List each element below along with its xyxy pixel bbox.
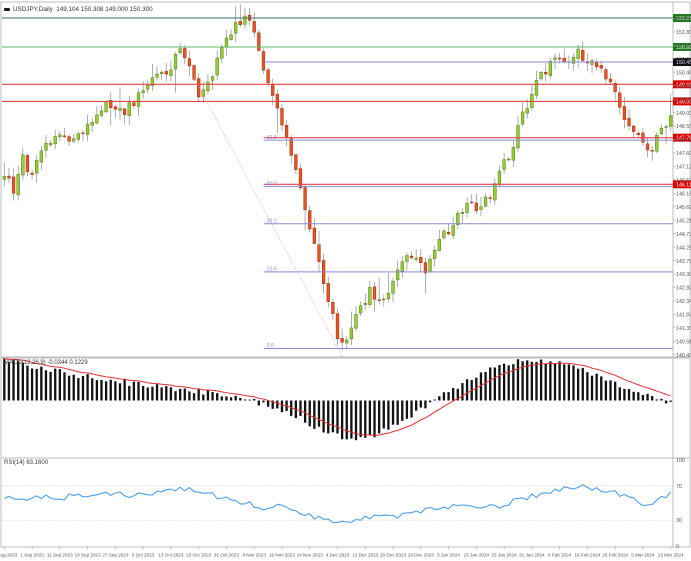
svg-text:13 Oct 2023: 13 Oct 2023 <box>158 553 183 558</box>
svg-text:31 Oct 2023: 31 Oct 2023 <box>214 553 239 558</box>
svg-text:30: 30 <box>676 518 682 524</box>
svg-text:MACD(12,26,9) -0.0344 0.1229: MACD(12,26,9) -0.0344 0.1229 <box>4 360 88 366</box>
svg-text:24 Nov 2023: 24 Nov 2023 <box>297 553 323 558</box>
svg-text:23.6: 23.6 <box>267 267 277 273</box>
svg-text:8 Nov 2023: 8 Nov 2023 <box>242 553 266 558</box>
svg-text:141.870: 141.870 <box>676 313 691 319</box>
svg-text:143.780: 143.780 <box>676 259 691 265</box>
svg-text:144.258: 144.258 <box>676 245 691 251</box>
svg-text:4 Dec 2023: 4 Dec 2023 <box>326 553 350 558</box>
svg-text:16 Feb 2024: 16 Feb 2024 <box>574 553 600 558</box>
svg-text:23 Jan 2024: 23 Jan 2024 <box>491 553 517 558</box>
svg-text:148.555: 148.555 <box>676 124 691 130</box>
svg-text:5 Oct 2023: 5 Oct 2023 <box>132 553 155 558</box>
svg-text:149.033: 149.033 <box>676 111 691 117</box>
svg-text:148.078: 148.078 <box>676 138 691 144</box>
svg-text:5 Mar 2024: 5 Mar 2024 <box>631 553 655 558</box>
svg-text:31 Jan 2024: 31 Jan 2024 <box>519 553 545 558</box>
svg-text:11 Sep 2023: 11 Sep 2023 <box>47 553 73 558</box>
svg-text:26 Feb 2024: 26 Feb 2024 <box>602 553 628 558</box>
svg-text:143.303: 143.303 <box>676 272 691 278</box>
svg-text:38.2: 38.2 <box>267 219 277 225</box>
svg-text:149.988: 149.988 <box>676 84 691 90</box>
svg-text:152.375: 152.375 <box>676 17 691 23</box>
svg-text:5 Jan 2024: 5 Jan 2024 <box>437 553 460 558</box>
svg-text:19 Sep 2023: 19 Sep 2023 <box>75 553 102 558</box>
svg-text:16 Nov 2023: 16 Nov 2023 <box>269 553 295 558</box>
svg-text:24 Aug 2023: 24 Aug 2023 <box>0 553 18 558</box>
svg-text:1 Sep 2023: 1 Sep 2023 <box>20 553 44 558</box>
svg-text:70: 70 <box>676 484 682 490</box>
svg-text:146.645: 146.645 <box>676 178 691 184</box>
svg-text:15 Jan 2024: 15 Jan 2024 <box>464 553 490 558</box>
svg-text:RSI(14) 63.1600: RSI(14) 63.1600 <box>4 460 49 466</box>
svg-text:12 Dec 2023: 12 Dec 2023 <box>352 553 378 558</box>
svg-text:100: 100 <box>676 458 685 464</box>
svg-text:149.510: 149.510 <box>676 97 691 103</box>
svg-text:0: 0 <box>676 544 679 550</box>
svg-text:50.0: 50.0 <box>267 181 277 187</box>
svg-text:144.735: 144.735 <box>676 232 691 238</box>
svg-text:147.600: 147.600 <box>676 151 691 157</box>
svg-text:8 Feb 2024: 8 Feb 2024 <box>548 553 572 558</box>
svg-text:142.348: 142.348 <box>676 299 691 305</box>
svg-text:13 Mar 2024: 13 Mar 2024 <box>658 553 684 558</box>
svg-text:150.465: 150.465 <box>676 70 691 76</box>
svg-text:145.213: 145.213 <box>676 218 691 224</box>
svg-text:142.825: 142.825 <box>676 286 691 292</box>
svg-text:151.898: 151.898 <box>676 30 691 36</box>
svg-text:146.168: 146.168 <box>676 192 691 198</box>
svg-text:61.8: 61.8 <box>267 135 277 141</box>
svg-text:145.690: 145.690 <box>676 205 691 211</box>
svg-text:0.0: 0.0 <box>267 343 274 349</box>
svg-text:28 Dec 2023: 28 Dec 2023 <box>408 553 434 558</box>
svg-text:141.393: 141.393 <box>676 326 691 332</box>
svg-text:150.943: 150.943 <box>676 57 691 63</box>
svg-text:140.438: 140.438 <box>676 353 691 359</box>
svg-text:23 Oct 2023: 23 Oct 2023 <box>186 553 211 558</box>
svg-text:27 Sep 2023: 27 Sep 2023 <box>102 553 129 558</box>
svg-text:140.915: 140.915 <box>676 340 691 346</box>
svg-text:20 Dec 2023: 20 Dec 2023 <box>380 553 406 558</box>
svg-text:151.420: 151.420 <box>676 44 691 50</box>
svg-text:147.123: 147.123 <box>676 165 691 171</box>
